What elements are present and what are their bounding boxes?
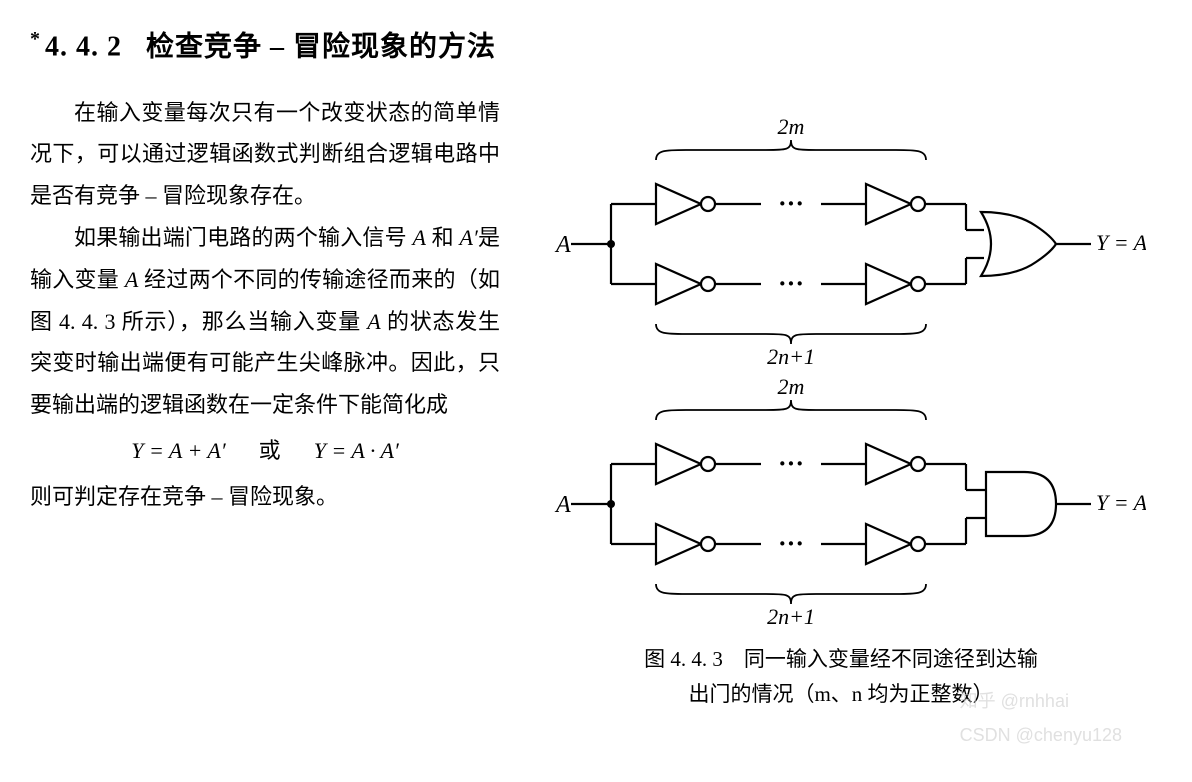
equation-or: 或 bbox=[259, 438, 281, 463]
section-number: 4. 4. 2 bbox=[45, 31, 122, 62]
bottom-brace-label: 2n+1 bbox=[767, 344, 815, 369]
input-a-label-2: A bbox=[554, 492, 571, 518]
circuit-and-diagram: 2m A ··· ··· bbox=[536, 372, 1146, 632]
equation-1: Y = A + A′ bbox=[131, 438, 225, 463]
paragraph-2: 如果输出端门电路的两个输入信号 A 和 A′是输入变量 A 经过两个不同的传输途… bbox=[30, 217, 500, 426]
dots-upper: ··· bbox=[778, 189, 804, 218]
paragraph-1: 在输入变量每次只有一个改变状态的简单情况下，可以通过逻辑函数式判断组合逻辑电路中… bbox=[30, 92, 500, 217]
figure-column: 2m A ··· bbox=[520, 92, 1162, 713]
equation-2: Y = A · A′ bbox=[314, 438, 399, 463]
top-brace-label: 2m bbox=[778, 114, 805, 139]
caption-line-1: 图 4. 4. 3 同一输入变量经不同途径到达输 bbox=[644, 647, 1038, 671]
body-text: 在输入变量每次只有一个改变状态的简单情况下，可以通过逻辑函数式判断组合逻辑电路中… bbox=[30, 92, 500, 713]
caption-line-2: 出门的情况（m、n 均为正整数） bbox=[688, 682, 993, 706]
section-heading: *4. 4. 2 检查竞争 – 冒险现象的方法 bbox=[30, 20, 1162, 74]
section-star: * bbox=[30, 28, 41, 50]
output-and-label: Y = A · A′ bbox=[1096, 490, 1146, 515]
output-or-label: Y = A + A′ bbox=[1096, 230, 1146, 255]
equation-line: Y = A + A′ 或 Y = A · A′ bbox=[30, 430, 500, 472]
top-brace-label-2: 2m bbox=[778, 374, 805, 399]
section-title-text: 检查竞争 – 冒险现象的方法 bbox=[146, 31, 496, 62]
dots-lower-2: ··· bbox=[778, 529, 804, 558]
circuit-or-diagram: 2m A ··· bbox=[536, 112, 1146, 372]
paragraph-3: 则可判定存在竞争 – 冒险现象。 bbox=[30, 476, 500, 518]
figure-caption: 图 4. 4. 3 同一输入变量经不同途径到达输 出门的情况（m、n 均为正整数… bbox=[644, 642, 1038, 713]
dots-lower: ··· bbox=[778, 269, 804, 298]
dots-upper-2: ··· bbox=[778, 449, 804, 478]
input-a-label: A bbox=[554, 232, 571, 258]
bottom-brace-label-2: 2n+1 bbox=[767, 604, 815, 629]
